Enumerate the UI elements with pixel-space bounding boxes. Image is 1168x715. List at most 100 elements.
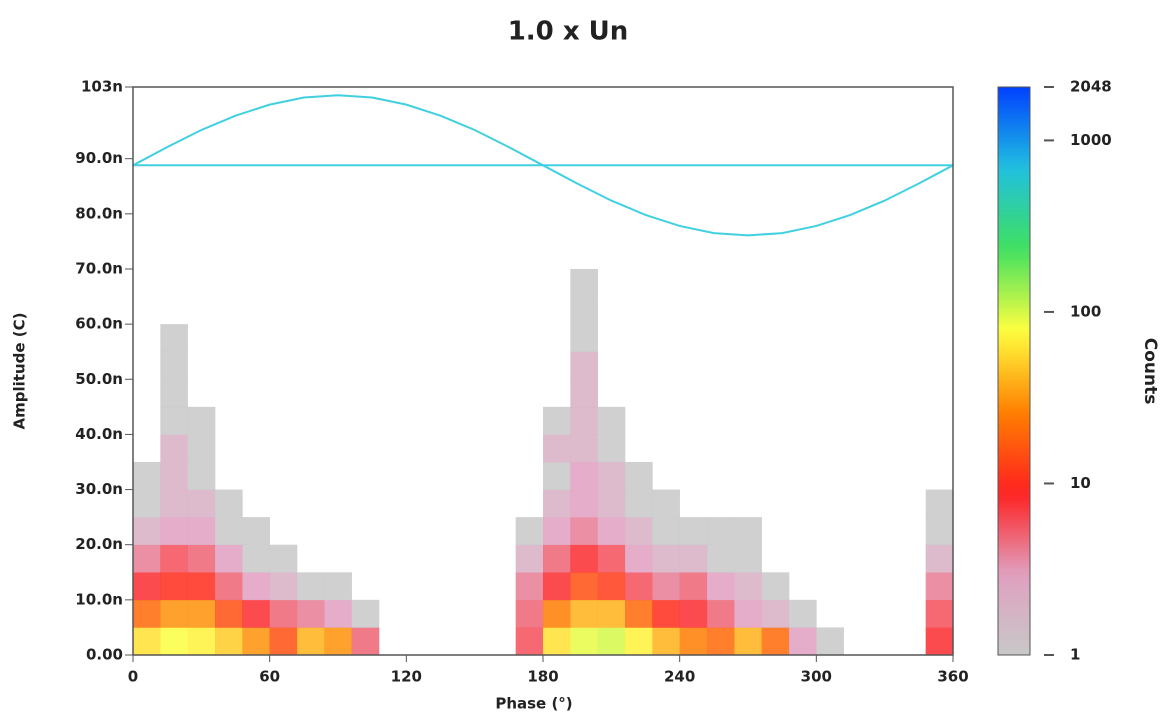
density-cell	[789, 627, 817, 655]
density-cell	[925, 627, 953, 655]
colorbar-tick-label: 10	[1070, 474, 1091, 492]
density-cell	[515, 544, 544, 573]
x-axis-title: Phase (°)	[495, 695, 572, 713]
density-cell	[160, 406, 188, 435]
density-cell	[242, 544, 270, 573]
density-cell	[679, 627, 708, 655]
plot-area	[133, 268, 953, 655]
density-cell	[625, 627, 653, 655]
density-cell	[160, 434, 188, 463]
y-tick-label: 10.0n	[75, 590, 123, 608]
y-axis-title: Amplitude (C)	[11, 313, 29, 430]
chart-title: 1.0 x Un	[508, 17, 629, 47]
density-cell	[215, 627, 243, 655]
density-cell	[543, 406, 571, 435]
y-tick-label: 30.0n	[75, 480, 123, 498]
density-cell	[625, 599, 653, 628]
y-tick-label: 0.00	[86, 646, 123, 664]
density-cell	[597, 517, 626, 546]
density-cell	[160, 489, 188, 518]
density-cell	[324, 572, 352, 601]
density-cell	[652, 517, 680, 546]
density-cell	[597, 627, 626, 655]
density-cell	[187, 434, 216, 463]
density-cell	[707, 627, 735, 655]
density-cell	[187, 517, 216, 546]
x-tick-label: 180	[527, 668, 558, 686]
x-tick-label: 0	[128, 668, 138, 686]
x-tick-label: 360	[937, 668, 968, 686]
density-cell	[133, 544, 161, 573]
density-cell	[543, 517, 571, 546]
density-cell	[597, 434, 626, 463]
density-cell	[160, 461, 188, 490]
y-tick-label: 103n	[81, 78, 123, 96]
density-cell	[351, 599, 380, 628]
density-cell	[570, 324, 598, 352]
density-cell	[351, 627, 380, 655]
density-cell	[597, 406, 626, 435]
density-cell	[160, 572, 188, 601]
density-cell	[515, 572, 544, 601]
density-cell	[570, 268, 598, 297]
density-cell	[597, 544, 626, 573]
density-cell	[570, 517, 598, 546]
density-cell	[133, 627, 161, 655]
density-cell	[679, 544, 708, 573]
density-cell	[133, 599, 161, 628]
density-cell	[215, 489, 243, 518]
density-cell	[160, 544, 188, 573]
density-cell	[570, 599, 598, 628]
density-cell	[543, 434, 571, 463]
density-cell	[652, 627, 680, 655]
density-cell	[679, 517, 708, 546]
density-cell	[269, 572, 298, 601]
x-tick-label: 60	[259, 668, 280, 686]
density-cell	[925, 489, 953, 518]
y-tick-label: 20.0n	[75, 535, 123, 553]
density-cell	[761, 572, 790, 601]
density-cell	[215, 599, 243, 628]
density-cell	[543, 599, 571, 628]
density-cell	[570, 434, 598, 463]
density-cell	[925, 517, 953, 546]
density-cell	[133, 489, 161, 518]
density-cell	[187, 489, 216, 518]
density-cell	[187, 627, 216, 655]
density-cell	[215, 544, 243, 573]
density-cell	[707, 572, 735, 601]
density-cell	[215, 517, 243, 546]
density-cell	[160, 324, 188, 352]
density-cell	[242, 517, 270, 546]
colorbar	[997, 86, 1031, 656]
density-cell	[570, 572, 598, 601]
x-tick-label: 240	[664, 668, 695, 686]
y-tick-label: 90.0n	[75, 149, 123, 167]
density-cell	[242, 599, 270, 628]
density-cell	[543, 461, 571, 490]
density-cell	[215, 572, 243, 601]
density-cell	[324, 627, 352, 655]
y-tick-label: 80.0n	[75, 204, 123, 222]
density-cell	[625, 544, 653, 573]
density-cell	[625, 517, 653, 546]
density-cell	[570, 627, 598, 655]
density-cell	[160, 351, 188, 380]
density-cell	[324, 599, 352, 628]
density-cell	[269, 599, 298, 628]
density-cell	[597, 599, 626, 628]
density-cell	[570, 296, 598, 325]
density-cell	[925, 599, 953, 628]
density-cell	[761, 627, 790, 655]
density-cell	[133, 517, 161, 546]
colorbar-tick-label: 2048	[1070, 78, 1112, 96]
density-cell	[925, 572, 953, 601]
density-cell	[515, 599, 544, 628]
y-tick-label: 50.0n	[75, 370, 123, 388]
density-cell	[160, 379, 188, 408]
density-cell	[652, 599, 680, 628]
density-cell	[570, 489, 598, 518]
density-cell	[789, 599, 817, 628]
density-cell	[761, 599, 790, 628]
density-cell	[816, 627, 844, 655]
